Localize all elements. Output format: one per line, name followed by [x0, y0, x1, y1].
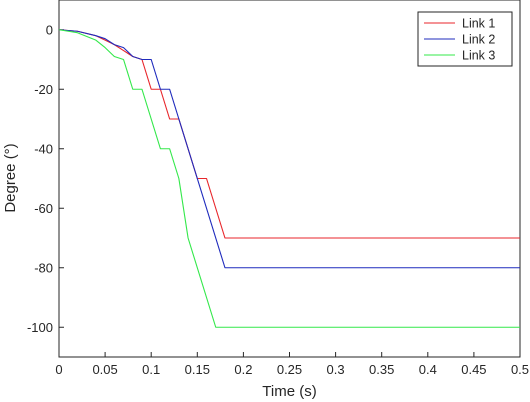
y-axis: 0 -20 -40 -60 -80 -100: [27, 22, 64, 335]
y-tick-label: -80: [34, 260, 53, 275]
x-axis-label: Time (s): [262, 383, 316, 400]
y-tick-label: -20: [34, 82, 53, 97]
x-tick-label: 0.1: [142, 362, 160, 377]
series-lines: [58, 29, 520, 328]
x-tick-label: 0: [55, 362, 62, 377]
y-tick-label: -40: [34, 141, 53, 156]
y-tick-label: 0: [46, 22, 53, 37]
legend-label-link-3: Link 3: [462, 49, 495, 63]
legend-label-link-1: Link 1: [462, 17, 495, 31]
legend: Link 1 Link 2 Link 3: [417, 11, 513, 67]
y-tick-label: -100: [27, 320, 53, 335]
series-line-link-2: [58, 29, 520, 269]
legend-label-link-2: Link 2: [462, 33, 495, 47]
series-line-link-1: [58, 29, 520, 239]
x-axis: 0 0.05 0.1 0.15 0.2 0.25 0.3 0.35 0.4 0.45 0.5: [55, 352, 529, 377]
x-tick-label: 0.05: [92, 362, 117, 377]
legend-box: [417, 11, 513, 67]
series-line-link-3: [58, 29, 520, 328]
x-tick-label: 0.4: [419, 362, 437, 377]
x-tick-label: 0.35: [369, 362, 394, 377]
y-axis-label: Degree (°): [2, 143, 19, 212]
x-tick-label: 0.5: [511, 362, 529, 377]
y-tick-label: -60: [34, 201, 53, 216]
x-tick-label: 0.3: [327, 362, 345, 377]
x-tick-label: 0.2: [234, 362, 252, 377]
x-tick-label: 0.45: [461, 362, 486, 377]
x-tick-label: 0.25: [277, 362, 302, 377]
x-tick-label: 0.15: [185, 362, 210, 377]
